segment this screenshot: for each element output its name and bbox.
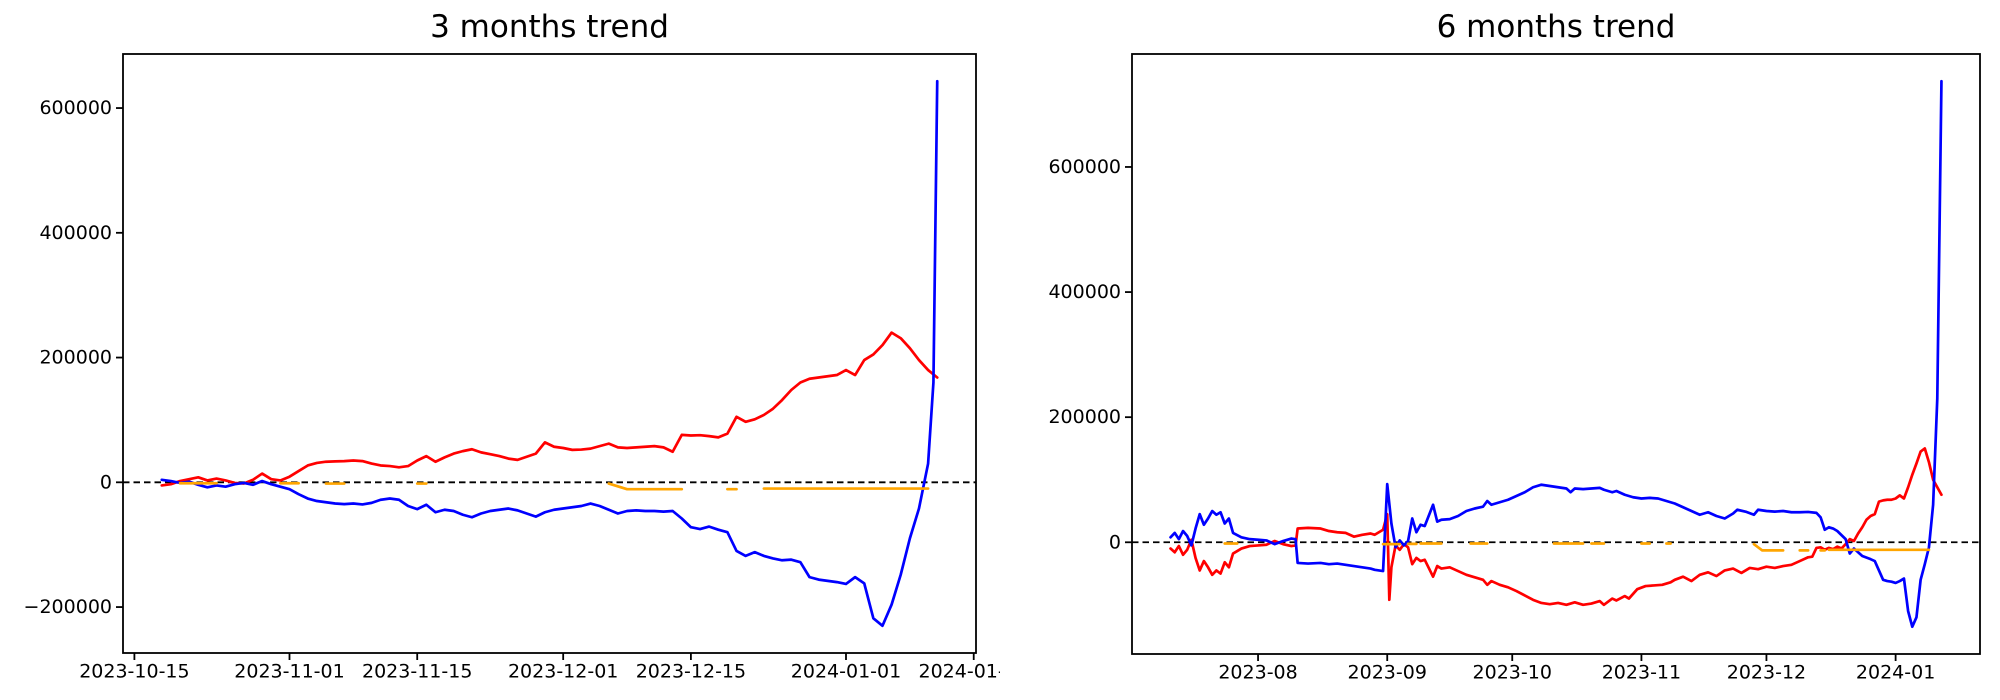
series-line-red-trend <box>160 331 939 487</box>
x-axis-tick-label: 2023-11-15 <box>362 661 472 683</box>
y-axis-tick-label: 0 <box>1109 531 1121 553</box>
axes-frame <box>1131 53 1981 655</box>
x-axis-tick-label: 2024-01-01 <box>791 661 901 683</box>
x-axis-tick-label: 2023-12 <box>1727 662 1806 684</box>
y-axis-tick-label: 600000 <box>1048 156 1121 178</box>
plot-area-3-months: 2023-10-15 2023-11-01 2023-11-15 2023-12-01… <box>24 53 1000 683</box>
series-line-red-trend <box>1169 447 1943 607</box>
x-axis-tick-label: 2023-12-15 <box>636 661 746 683</box>
series-line-blue-trend <box>160 79 939 628</box>
series-line-blue-trend <box>1169 79 1943 629</box>
y-axis-tick-label: 200000 <box>1048 406 1121 428</box>
series-segment-orange-baseline <box>607 482 684 491</box>
axes-frame <box>122 53 977 654</box>
x-axis-tick-label: 2023-08 <box>1218 662 1297 684</box>
x-axis-tick-label: 2023-10 <box>1473 662 1552 684</box>
series-layer <box>1132 79 1980 629</box>
chart-3-months-trend: 3 months trend 2023-10-15 2023-11-01 2023-… <box>24 9 1000 683</box>
x-axis-tick-label: 2023-11-01 <box>234 661 344 683</box>
y-axis-tick-label: 0 <box>100 471 112 493</box>
chart-title: 3 months trend <box>430 9 669 45</box>
chart-6-months-trend: 6 months trend 2023-08 2023-09 2023-10 2023… <box>1000 0 2000 700</box>
y-axis-tick-label: −200000 <box>24 596 112 618</box>
x-axis-tick-label: 2023-10-15 <box>79 661 189 683</box>
y-axis-tick-label: 400000 <box>1048 281 1121 303</box>
plot-area-6-months: 2023-08 2023-09 2023-10 2023-11 2023-12 2024-… <box>1048 53 1981 684</box>
series-layer <box>123 79 976 628</box>
y-axis-tick-label: 600000 <box>39 97 112 119</box>
x-axis-tick-label: 2024-01-15 <box>919 661 1000 683</box>
x-axis-tick-label: 2023-11 <box>1602 662 1681 684</box>
x-axis-tick-label: 2023-12-01 <box>508 661 618 683</box>
y-axis-tick-label: 200000 <box>39 347 112 369</box>
x-axis-tick-label: 2023-09 <box>1348 662 1427 684</box>
series-segment-orange-baseline <box>1752 542 1785 552</box>
x-axis-tick-label: 2024-01 <box>1856 662 1935 684</box>
y-axis-tick-label: 400000 <box>39 222 112 244</box>
chart-title: 6 months trend <box>1436 9 1676 45</box>
